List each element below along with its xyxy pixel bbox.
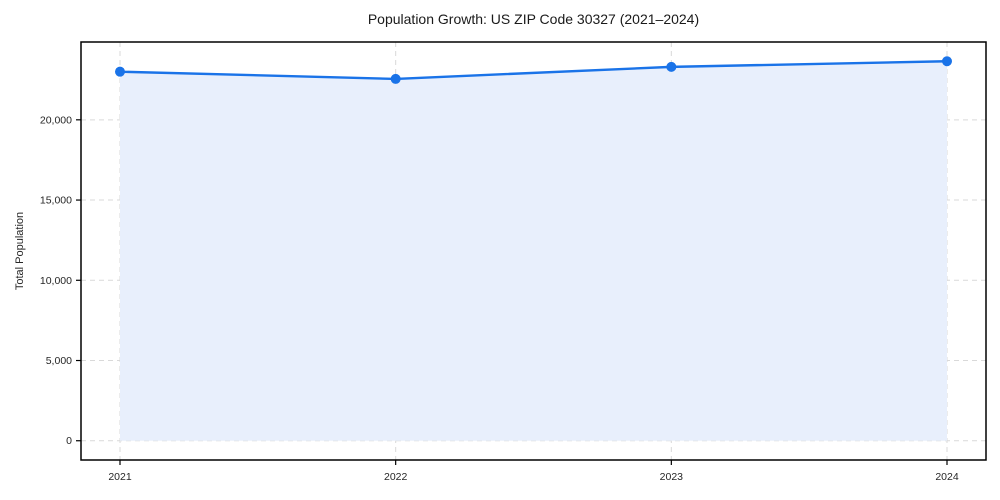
data-point [390,73,401,84]
data-point [942,56,952,67]
x-tick-label: 2023 [660,471,684,483]
y-axis-label: Total Population [14,211,26,291]
plot-border [80,41,987,461]
x-tick-label: 2024 [935,471,959,483]
chart-title: Population Growth: US ZIP Code 30327 (20… [367,11,700,27]
area-fill [120,61,947,441]
y-tick-label: 10,000 [40,275,72,287]
y-tick-label: 0 [66,435,72,447]
y-tick-label: 5,000 [46,355,72,367]
x-tick-label: 2021 [108,471,132,483]
data-point [666,61,677,72]
y-tick-label: 20,000 [40,114,72,126]
x-tick-label: 2022 [384,471,408,483]
data-line [118,60,949,81]
y-tick-label: 15,000 [40,195,72,207]
data-point [115,66,125,77]
